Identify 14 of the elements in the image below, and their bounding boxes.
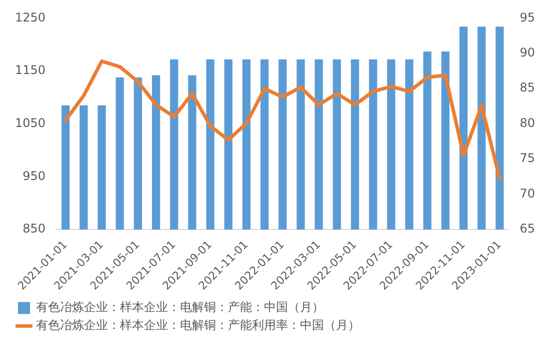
y2-tick-label: 95 — [520, 10, 536, 24]
y-tick-label: 1150 — [14, 63, 46, 78]
y2-tick-label: 80 — [520, 116, 536, 130]
y2-tick-label: 90 — [520, 46, 536, 60]
y-tick-label: 1250 — [14, 10, 46, 24]
y2-tick-label: 65 — [520, 222, 536, 236]
legend-label: 有色冶炼企业：样本企业：电解铜：产能：中国（月） — [36, 300, 324, 314]
y-tick-label: 950 — [22, 168, 46, 183]
y2-tick-label: 85 — [520, 80, 536, 95]
y-tick-label: 850 — [22, 222, 46, 236]
y2-tick-label: 75 — [520, 151, 536, 166]
y2-tick-label: 70 — [520, 186, 536, 200]
y-tick-label: 1050 — [14, 116, 46, 130]
legend-label: 有色冶炼企业：样本企业：电解铜：产能利用率：中国（月） — [36, 318, 360, 332]
